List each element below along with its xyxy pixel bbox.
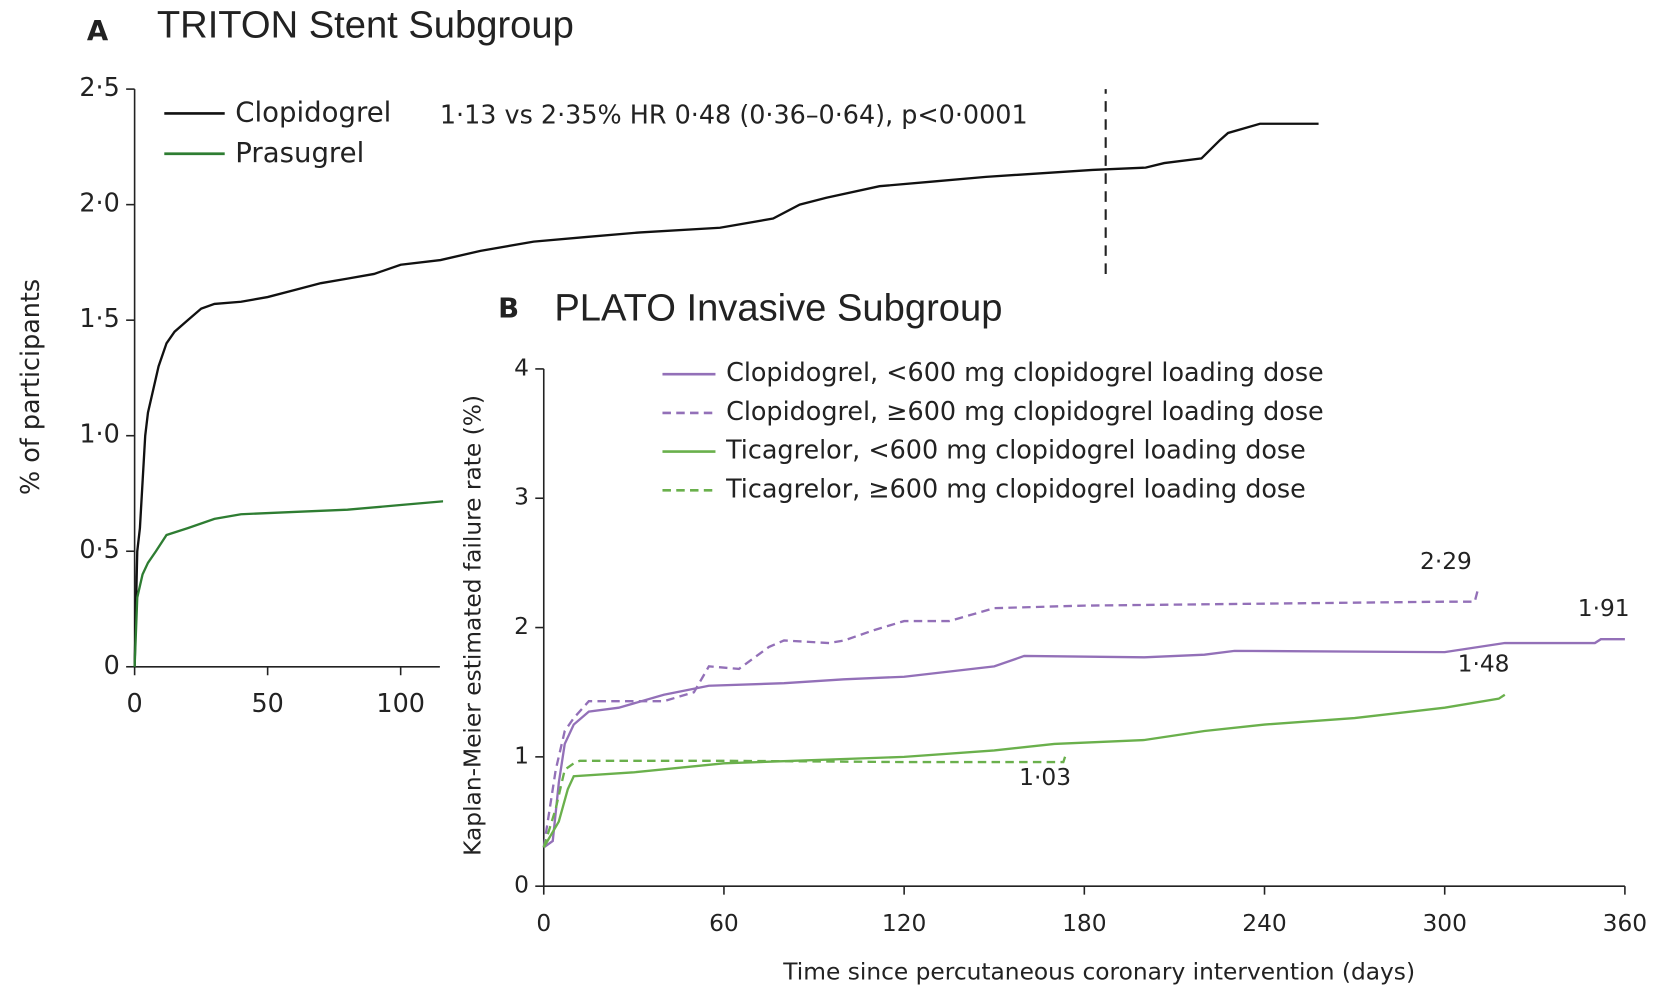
series-line bbox=[543, 638, 1625, 849]
x-axis-label: Time since percutaneous coronary interve… bbox=[782, 959, 1415, 986]
x-tick-label: 0 bbox=[536, 910, 551, 937]
y-tick-label: 0 bbox=[514, 872, 529, 899]
y-tick-label: 3 bbox=[514, 484, 529, 511]
x-tick-label: 0 bbox=[127, 688, 143, 718]
x-tick-label: 360 bbox=[1603, 910, 1647, 937]
y-axis-label: Kaplan-Meier estimated failure rate (%) bbox=[459, 395, 486, 856]
legend-label: Prasugrel bbox=[235, 137, 364, 169]
legend-label: Clopidogrel bbox=[235, 96, 391, 128]
legend-label: Ticagrelor, ≥600 mg clopidogrel loading … bbox=[725, 473, 1306, 503]
end-label: 2·29 bbox=[1420, 548, 1472, 575]
legend-label: Clopidogrel, ≥600 mg clopidogrel loading… bbox=[726, 396, 1324, 426]
x-tick-label: 180 bbox=[1062, 910, 1106, 937]
y-tick-label: 2·5 bbox=[79, 72, 119, 102]
y-tick-label: 2 bbox=[514, 613, 529, 640]
panel-letter: A bbox=[87, 15, 109, 47]
panel-b-background bbox=[443, 284, 1662, 988]
panel-a: 0 0·5 1·0 1·5 2·0 2·5 0 50 100 Clopidogrel Prasugr… bbox=[79, 72, 1319, 718]
series-line bbox=[133, 489, 561, 667]
panel-b: 0 1 2 3 4 0 60 120 180 240 300 360 Clopidogrel, <600… bbox=[514, 354, 1647, 936]
y-axis-label: % of participants bbox=[15, 279, 45, 495]
y-tick-label: 1·5 bbox=[79, 303, 119, 333]
x-tick-label: 50 bbox=[251, 688, 283, 718]
panel-letter: B bbox=[498, 293, 519, 325]
series-line bbox=[542, 693, 1506, 848]
y-tick-label: 4 bbox=[514, 354, 529, 381]
x-tick-label: 120 bbox=[882, 910, 926, 937]
x-tick-label: 240 bbox=[1242, 910, 1286, 937]
series-line bbox=[133, 122, 1319, 667]
series-line bbox=[542, 589, 1479, 848]
series-line bbox=[542, 752, 1068, 848]
x-tick-label: 300 bbox=[1422, 910, 1466, 937]
end-label: 1·03 bbox=[1019, 764, 1071, 791]
end-label: 1·48 bbox=[1458, 651, 1510, 678]
y-tick-label: 0·5 bbox=[79, 534, 119, 564]
y-tick-label: 1·0 bbox=[79, 419, 119, 449]
y-tick-label: 2·0 bbox=[79, 188, 119, 218]
y-tick-label: 1 bbox=[514, 742, 529, 769]
annotation: 1·13 vs 2·35% HR 0·48 (0·36–0·64), p<0·0… bbox=[440, 100, 1028, 130]
x-tick-label: 100 bbox=[376, 688, 425, 718]
end-label: 1·91 bbox=[1578, 595, 1630, 622]
legend-label: Ticagrelor, <600 mg clopidogrel loading … bbox=[725, 435, 1306, 465]
legend-label: Clopidogrel, <600 mg clopidogrel loading… bbox=[726, 357, 1324, 387]
chart-title: PLATO Invasive Subgroup bbox=[554, 287, 1002, 330]
y-tick-label: 0 bbox=[104, 650, 120, 680]
x-tick-label: 60 bbox=[709, 910, 739, 937]
chart-title: TRITON Stent Subgroup bbox=[157, 4, 574, 47]
